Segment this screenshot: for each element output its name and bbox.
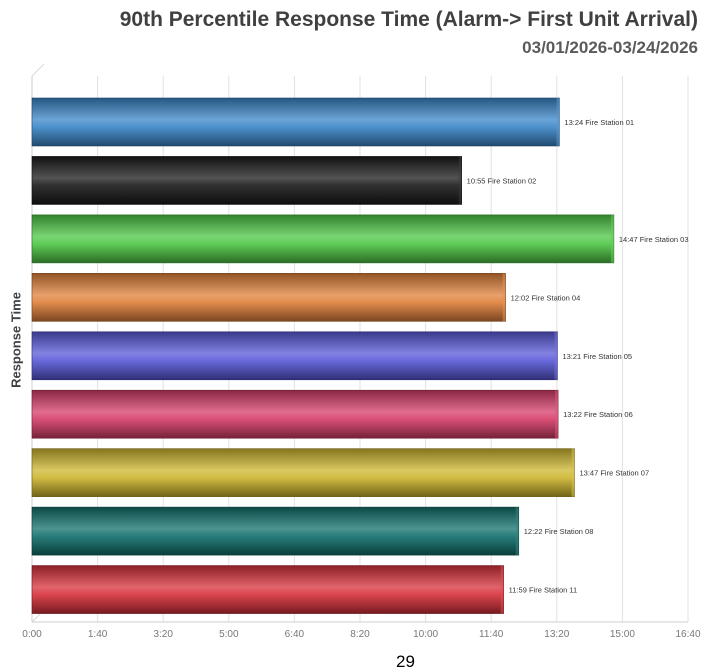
bar	[31, 331, 558, 381]
bar-label: 11:59 Fire Station 11	[509, 586, 578, 595]
bar-label: 13:47 Fire Station 07	[580, 469, 650, 478]
bar-cap	[571, 448, 575, 497]
bar-label: 10:55 Fire Station 02	[467, 176, 537, 185]
x-tick-label: 5:00	[219, 629, 239, 640]
x-tick-label: 11:40	[479, 629, 504, 640]
bar-cap	[554, 331, 558, 380]
page-number: 29	[396, 652, 415, 671]
bar	[31, 565, 504, 614]
bar-cap	[556, 98, 560, 146]
bar-label: 13:22 Fire Station 06	[563, 410, 633, 419]
bar	[31, 97, 560, 147]
bar-cap	[500, 565, 504, 614]
x-tick-label: 0:00	[22, 629, 42, 640]
x-tick-label: 13:20	[544, 629, 569, 640]
bar	[31, 273, 506, 322]
bar-cap	[502, 273, 506, 322]
chart-title: 90th Percentile Response Time (Alarm-> F…	[119, 8, 698, 31]
bar-label: 13:24 Fire Station 01	[564, 118, 634, 127]
bar	[31, 506, 520, 556]
bar-cap	[555, 390, 559, 439]
chart-subtitle: 03/01/2026-03/24/2026	[522, 38, 698, 57]
x-tick-label: 8:20	[350, 629, 370, 640]
x-tick-label: 6:40	[285, 629, 305, 640]
bar	[31, 156, 462, 205]
bar-cap	[515, 507, 519, 556]
x-tick-label: 15:00	[610, 629, 635, 640]
bar	[31, 389, 559, 439]
bar-cap	[458, 156, 462, 205]
bar	[31, 448, 575, 497]
bar-cap	[610, 214, 614, 263]
x-tick-label: 16:40	[675, 629, 700, 640]
x-tick-label: 1:40	[88, 629, 108, 640]
x-tick-label: 10:00	[413, 629, 438, 640]
bar	[31, 214, 615, 264]
bar-label: 13:21 Fire Station 05	[562, 352, 632, 361]
chart-back-edge	[31, 63, 45, 77]
x-tick-label: 3:20	[153, 629, 173, 640]
bar-label: 14:47 Fire Station 03	[619, 235, 689, 244]
bar-label: 12:22 Fire Station 08	[524, 527, 594, 536]
bar-label: 12:02 Fire Station 04	[511, 293, 581, 302]
